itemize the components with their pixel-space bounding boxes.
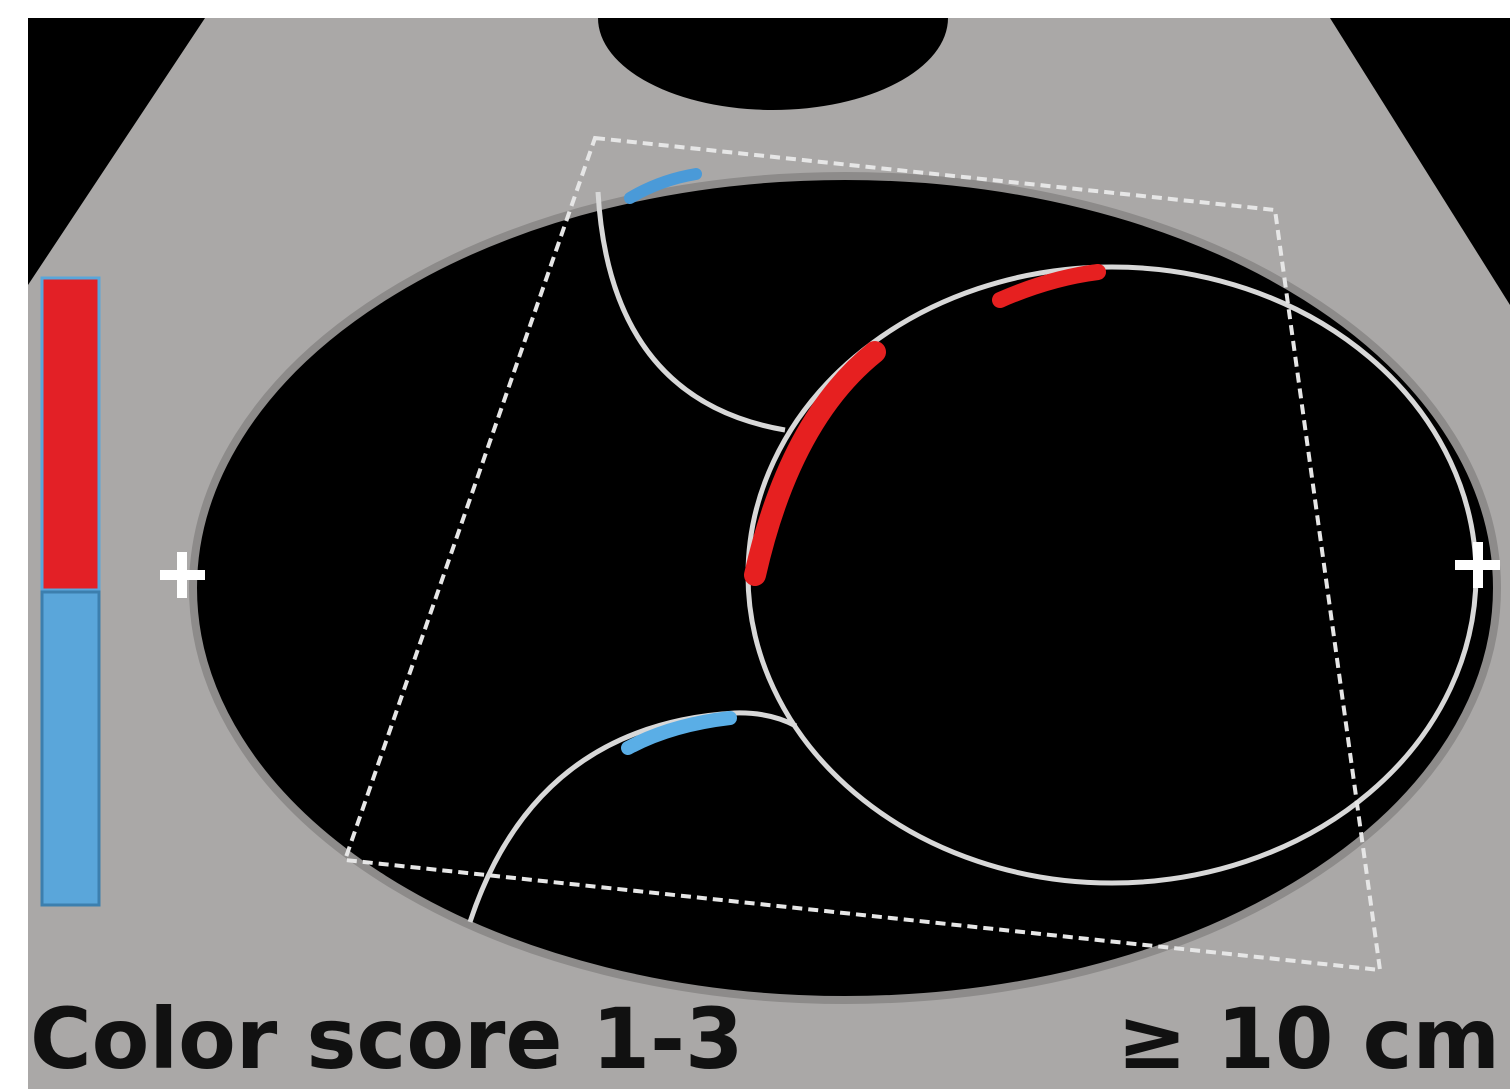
color-bar-blue: [42, 592, 99, 905]
left-label: Color score 1-3: [30, 990, 743, 1088]
right-label: ≥ 10 cm: [1117, 990, 1500, 1088]
color-bar-red: [42, 278, 99, 590]
uterus-outline: [193, 176, 1497, 1000]
diagram: Color score 1-3 ≥ 10 cm: [0, 0, 1510, 1089]
